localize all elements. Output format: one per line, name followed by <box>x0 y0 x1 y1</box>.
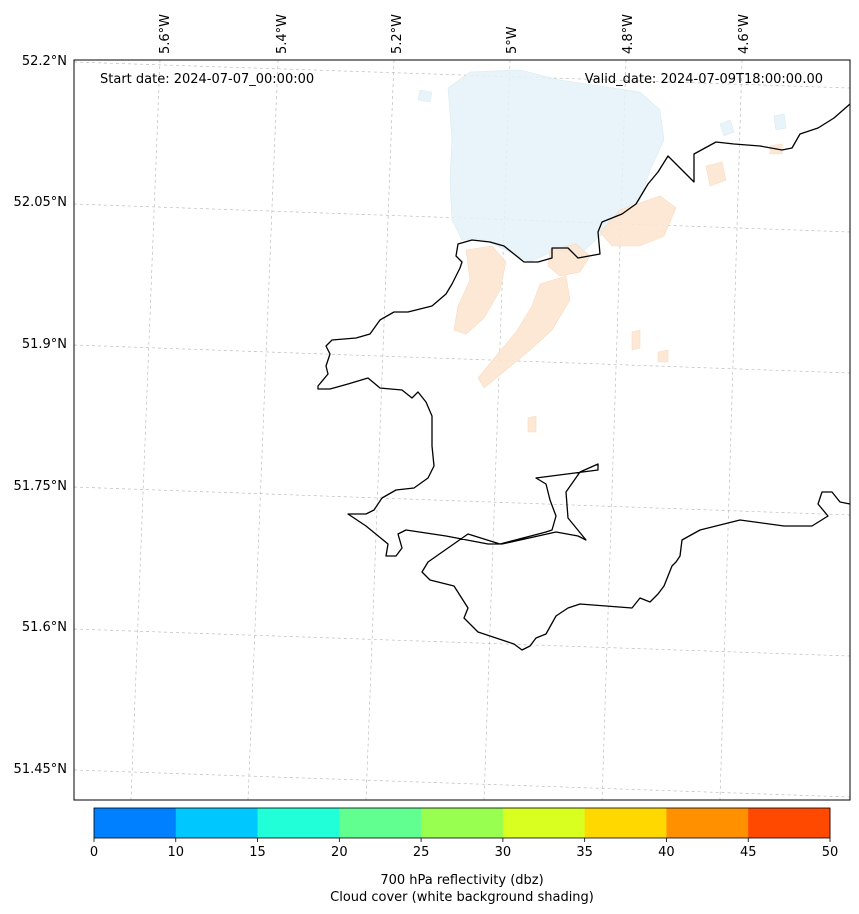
colorbar-segment <box>748 808 831 838</box>
lon-label-5.2: 5.2°W <box>390 14 405 54</box>
map-border <box>73 59 851 801</box>
colorbar-tick-label: 15 <box>249 845 266 860</box>
reflectivity-patch-2 <box>547 243 591 277</box>
longitude-labels: 5.6°W 5.4°W 5.2°W 5°W 4.8°W 4.6°W <box>158 14 752 54</box>
lat-label-51.9: 51.9°N <box>22 337 67 352</box>
lat-label-51.75: 51.75°N <box>14 479 67 494</box>
colorbar-segment <box>584 808 667 838</box>
latitude-labels: 52.2°N 52.05°N 51.9°N 51.75°N 51.6°N 51.… <box>14 54 67 777</box>
colorbar-segment <box>666 808 749 838</box>
reflectivity-patch-7 <box>657 349 669 363</box>
colorbar-label-line1: 700 hPa reflectivity (dbz) <box>380 873 543 888</box>
colorbar-segment <box>94 808 177 838</box>
colorbar-tick-label: 40 <box>658 845 675 860</box>
lon-label-5.0: 5°W <box>505 26 520 54</box>
lon-label-5.4: 5.4°W <box>275 14 290 54</box>
reflectivity-patch-8 <box>527 415 537 433</box>
coastline <box>317 103 851 651</box>
lat-label-51.45: 51.45°N <box>14 762 67 777</box>
colorbar: 0 10 15 20 25 30 35 40 45 50 <box>90 807 839 860</box>
lon-label-4.8: 4.8°W <box>621 14 636 54</box>
colorbar-tick-label: 25 <box>413 845 430 860</box>
reflectivity-patch-6 <box>631 329 641 351</box>
lon-label-4.6: 4.6°W <box>737 14 752 54</box>
colorbar-segment <box>421 808 504 838</box>
coastline-path <box>317 103 851 651</box>
cloud-region-small-3 <box>773 113 787 131</box>
colorbar-tick-label: 35 <box>576 845 593 860</box>
lat-label-52.05: 52.05°N <box>14 195 67 210</box>
colorbar-border <box>93 807 831 839</box>
lon-label-5.6: 5.6°W <box>158 14 173 54</box>
colorbar-tick-label: 50 <box>822 845 839 860</box>
colorbar-tick-label: 10 <box>168 845 185 860</box>
valid-date-label: Valid_date: 2024-07-09T18:00:00.00 <box>585 72 823 87</box>
colorbar-segment <box>502 808 586 838</box>
colorbar-segment <box>175 808 259 838</box>
colorbar-segment <box>339 808 422 838</box>
lat-label-51.6: 51.6°N <box>22 620 67 635</box>
reflectivity-patch-1 <box>453 245 507 335</box>
colorbar-tick-label: 0 <box>90 845 98 860</box>
colorbar-tick-label: 30 <box>495 845 512 860</box>
reflectivity-shading <box>453 143 783 433</box>
colorbar-segment <box>257 808 340 838</box>
start-date-label: Start date: 2024-07-07_00:00:00 <box>100 72 314 87</box>
cloud-region-small-2 <box>719 119 735 137</box>
reflectivity-patch-5 <box>705 161 727 187</box>
cloud-region-small-1 <box>417 89 433 103</box>
colorbar-tick-label: 45 <box>740 845 757 860</box>
colorbar-label-line2: Cloud cover (white background shading) <box>330 890 594 905</box>
lat-label-52.2: 52.2°N <box>22 54 67 69</box>
reflectivity-patch-4 <box>599 195 677 247</box>
colorbar-tick-label: 20 <box>331 845 348 860</box>
reflectivity-patch-3 <box>477 275 571 389</box>
